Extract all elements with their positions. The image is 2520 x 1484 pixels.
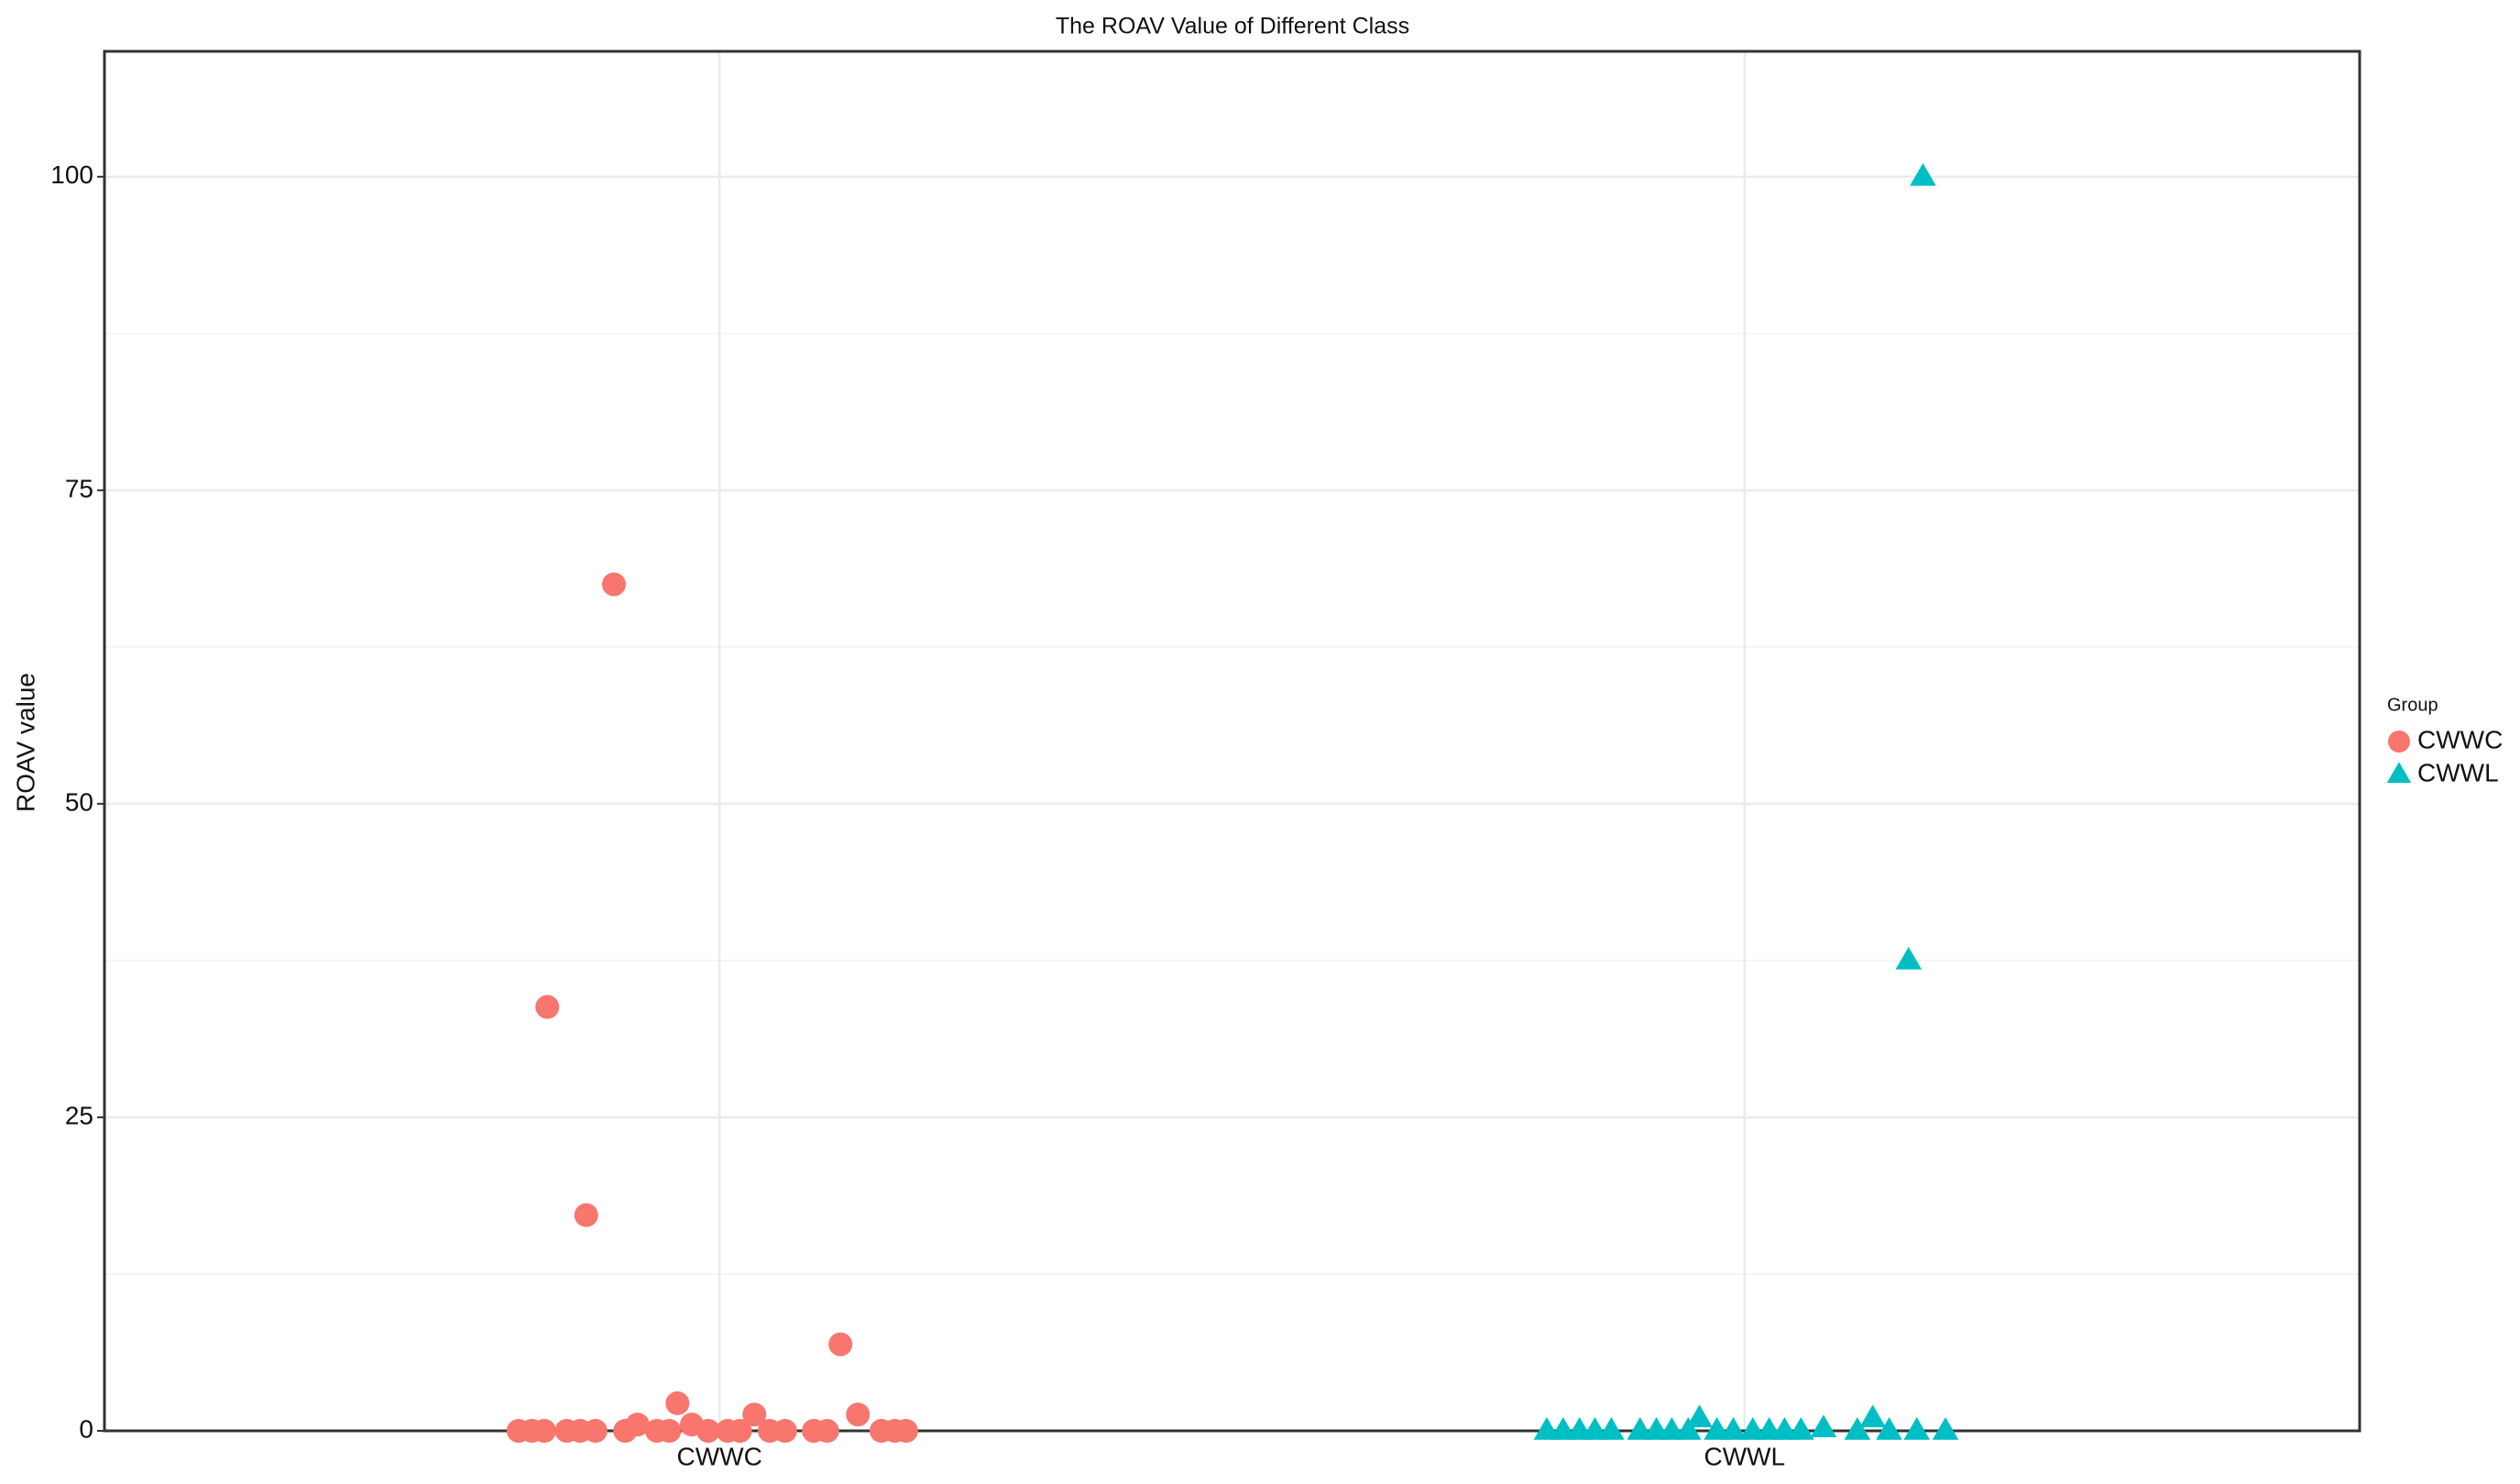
data-point (1686, 1404, 1713, 1428)
legend-title: Group (2387, 695, 2438, 715)
data-point (772, 1419, 797, 1443)
data-point (1739, 1417, 1767, 1440)
data-point (531, 1419, 556, 1443)
data-point (657, 1419, 682, 1443)
data-point (1704, 1417, 1730, 1440)
y-tick-label: 75 (65, 474, 93, 502)
plot-background (104, 51, 2360, 1431)
y-tick-label: 0 (79, 1414, 93, 1443)
chart-title: The ROAV Value of Different Class (1056, 14, 1409, 39)
data-point (1903, 1417, 1931, 1440)
legend-label: CWWL (2417, 758, 2499, 786)
data-point (1876, 1417, 1902, 1440)
data-point (1598, 1417, 1625, 1440)
y-tick-label: 50 (65, 787, 93, 816)
data-point (574, 1203, 598, 1227)
data-point (846, 1402, 871, 1427)
data-point (1788, 1417, 1814, 1440)
data-point (1859, 1404, 1886, 1428)
x-tick-label: CWWL (1704, 1442, 1785, 1470)
data-point (828, 1332, 853, 1357)
y-tick-label: 25 (65, 1101, 93, 1129)
data-point (1810, 1414, 1837, 1438)
data-point (1550, 1417, 1577, 1440)
data-point (1844, 1417, 1871, 1440)
legend-label: CWWC (2417, 725, 2503, 753)
data-point (1659, 1417, 1685, 1440)
data-point (601, 572, 626, 597)
data-point (535, 995, 560, 1019)
data-point (1720, 1417, 1747, 1440)
data-point (1627, 1417, 1654, 1440)
data-point (728, 1419, 752, 1443)
y-axis-label: ROAV value (11, 673, 39, 812)
data-point (1674, 1417, 1702, 1440)
x-tick-label: CWWC (677, 1442, 762, 1470)
legend-marker (2386, 762, 2412, 783)
data-point (893, 1419, 918, 1443)
data-point (665, 1391, 690, 1415)
data-point (1533, 1417, 1561, 1440)
data-point (815, 1419, 839, 1443)
data-point (1582, 1417, 1608, 1440)
legend-marker (2388, 731, 2410, 753)
data-point (1910, 162, 1936, 186)
data-point (696, 1419, 720, 1443)
y-tick-label: 100 (50, 160, 93, 189)
plot-border (103, 49, 2361, 1433)
data-point (613, 1419, 638, 1443)
data-point (1771, 1417, 1798, 1440)
data-point (1895, 946, 1923, 970)
data-point (583, 1419, 608, 1443)
data-point (1932, 1417, 1959, 1440)
data-point (742, 1402, 767, 1427)
